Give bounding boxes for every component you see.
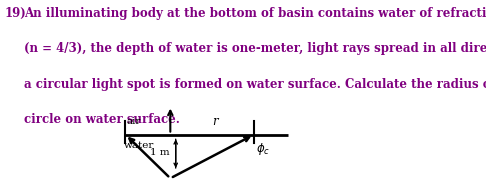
Text: (n = 4/3), the depth of water is one-meter, light rays spread in all directions,: (n = 4/3), the depth of water is one-met…: [24, 42, 486, 55]
Text: $\phi_c$: $\phi_c$: [256, 141, 270, 157]
Text: r: r: [212, 115, 218, 128]
Text: circle on water surface.: circle on water surface.: [24, 113, 180, 126]
Text: An illuminating body at the bottom of basin contains water of refractive index: An illuminating body at the bottom of ba…: [24, 7, 486, 20]
Text: a circular light spot is formed on water surface. Calculate the radius of the li: a circular light spot is formed on water…: [24, 78, 486, 91]
Text: water: water: [124, 141, 155, 150]
Text: air: air: [127, 117, 141, 126]
Text: 1 m: 1 m: [150, 148, 170, 157]
Text: 19): 19): [5, 7, 27, 20]
